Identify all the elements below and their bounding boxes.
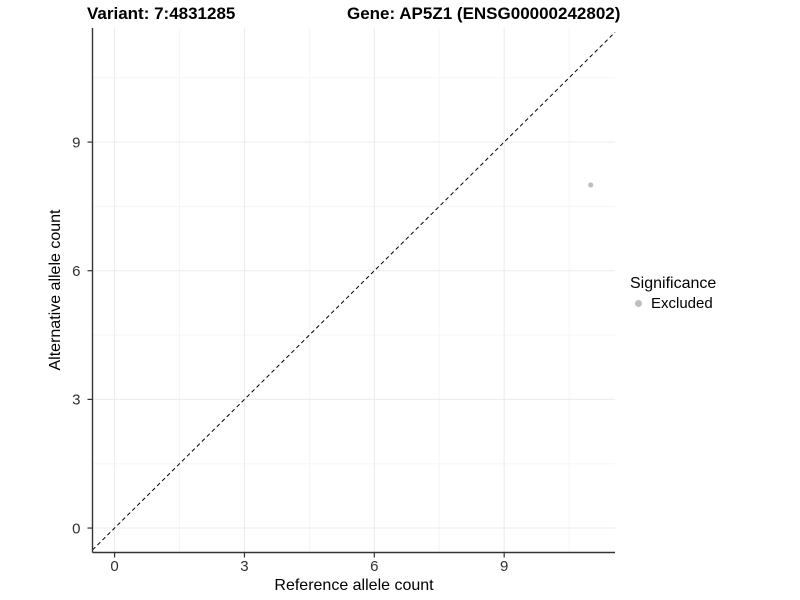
data-point: [588, 182, 594, 188]
legend-item-excluded: Excluded: [630, 294, 716, 313]
x-tick-label: 6: [370, 558, 378, 575]
legend-key-dot-icon: [634, 300, 642, 307]
x-axis-title: Reference allele count: [274, 577, 434, 594]
identity-line: [92, 31, 616, 551]
plot-title-gene: Gene: AP5Z1 (ENSG00000242802): [347, 4, 621, 23]
legend-title: Significance: [630, 275, 717, 292]
y-tick-label: 6: [72, 263, 80, 280]
y-tick-label: 0: [72, 520, 80, 537]
plot-title-variant: Variant: 7:4831285: [87, 4, 236, 23]
legend-item-label: Excluded: [651, 295, 713, 312]
x-tick-label: 9: [500, 558, 508, 575]
x-tick-label: 3: [240, 558, 248, 575]
y-axis-title: Alternative allele count: [47, 209, 64, 371]
x-tick-label: 0: [110, 558, 118, 575]
legend-key: [630, 295, 646, 313]
legend: Significance Excluded: [630, 274, 716, 313]
y-tick-label: 3: [72, 392, 80, 409]
y-tick-label: 9: [72, 134, 80, 151]
